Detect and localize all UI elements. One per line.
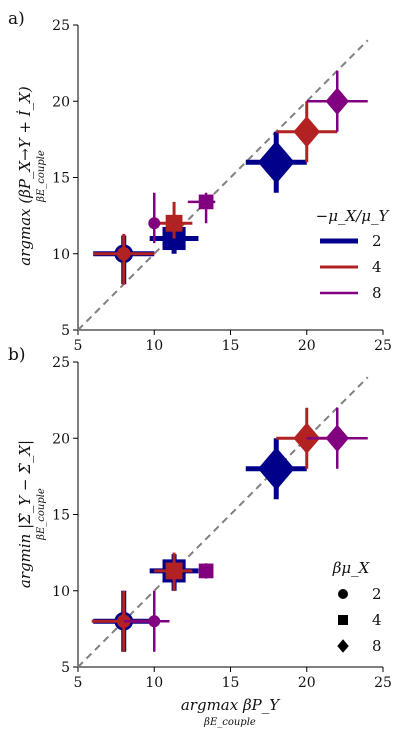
legend-label-8: 8 xyxy=(372,637,382,655)
panel-a-point-ratio2-mu8 xyxy=(245,131,307,193)
circle-marker xyxy=(148,615,161,628)
legend-title: βμ_X xyxy=(332,559,371,577)
panel-a-y-axis-label: argmax (βP_X→Y + İ_X) βE_couple xyxy=(16,86,47,266)
panel-a-label: a) xyxy=(8,9,25,29)
legend-square-icon xyxy=(338,615,348,625)
panel-a-x-tick-label: 25 xyxy=(374,338,392,354)
panel-b-x-tick-label: 5 xyxy=(74,675,83,691)
legend-label-4: 4 xyxy=(372,611,382,629)
panel-b-diagonal-line xyxy=(77,376,369,668)
panel-b-label: b) xyxy=(8,345,26,365)
panel-b-legend: βμ_X2 4 8 xyxy=(332,559,382,655)
panel-b-y-tick-label: 15 xyxy=(52,508,70,524)
panel-a-x-tick-label: 5 xyxy=(74,338,83,354)
legend-label-2: 2 xyxy=(372,585,382,603)
panel-a-y-tick-label: 10 xyxy=(52,247,70,263)
panel-a-y-tick-label: 25 xyxy=(52,18,70,34)
square-marker xyxy=(198,194,214,210)
panel-b-x-axis-label-main: argmax βP_Y xyxy=(181,696,281,714)
panel-b-plot-area: 5 10 15 20 25 5 10 15 20 25 βμ_X2 4 8 xyxy=(52,355,392,691)
panel-a-y-tick-label: 15 xyxy=(52,171,70,187)
panel-a-x-tick-label: 20 xyxy=(298,338,316,354)
diamond-marker xyxy=(325,87,349,115)
diamond-marker xyxy=(257,447,295,491)
panel-a-y-axis-label-main: argmax (βP_X→Y + İ_X) xyxy=(16,86,34,266)
diamond-marker xyxy=(257,140,295,184)
panel-b-point-ratio2-mu8 xyxy=(245,438,307,500)
circle-marker xyxy=(116,246,131,261)
panel-b-point-ratio8-mu8 xyxy=(306,407,368,469)
panel-b: b) argmin |Σ̇_Y − Σ̇_X| βE_couple argmax… xyxy=(8,345,392,728)
panel-a-x-tick-label: 10 xyxy=(145,338,163,354)
panel-a: a) argmax (βP_X→Y + İ_X) βE_couple 5 10 15… xyxy=(8,9,392,354)
panel-a-point-ratio8-mu2 xyxy=(148,192,161,244)
square-marker xyxy=(165,562,183,580)
panel-b-point-ratio8-mu4 xyxy=(198,563,214,579)
square-marker xyxy=(165,214,183,232)
panel-b-y-tick-label: 10 xyxy=(52,584,70,600)
legend-circle-icon xyxy=(338,589,348,599)
diamond-marker xyxy=(293,116,321,148)
circle-marker xyxy=(148,217,161,230)
diamond-marker xyxy=(325,424,349,452)
panel-b-x-tick-label: 10 xyxy=(145,675,163,691)
panel-a-y-tick-label: 20 xyxy=(52,94,70,110)
legend-diamond-icon xyxy=(337,639,349,653)
panel-b-y-tick-label: 25 xyxy=(52,355,70,371)
panel-b-y-axis-label-main: argmin |Σ̇_Y − Σ̇_X| xyxy=(16,440,34,588)
panel-b-x-tick-label: 25 xyxy=(374,675,392,691)
panel-b-point-ratio4-mu4 xyxy=(154,552,193,591)
panel-b-point-ratio8-mu2 xyxy=(123,590,170,652)
panel-a-diagonal-line xyxy=(77,39,369,331)
panel-a-point-ratio4-mu2 xyxy=(93,233,155,285)
square-marker xyxy=(198,563,214,579)
panel-a-point-ratio8-mu4 xyxy=(187,192,216,224)
panel-a-legend: −μ_X/μ_Y 2 4 8 xyxy=(316,207,391,302)
panel-a-point-ratio4-mu8 xyxy=(276,101,338,163)
panel-a-plot-area: 5 10 15 20 25 5 10 15 20 25 −μ_X/μ_Y 2 4 8 xyxy=(52,18,392,354)
legend-label-8: 8 xyxy=(372,284,382,302)
panel-b-x-axis-label-sub: βE_couple xyxy=(203,717,256,728)
panel-b-x-tick-label: 20 xyxy=(298,675,316,691)
panel-b-y-tick-label: 5 xyxy=(61,660,70,676)
panel-b-y-tick-label: 20 xyxy=(52,431,70,447)
legend-label-2: 2 xyxy=(372,232,382,250)
panel-a-y-axis-label-sub: βE_couple xyxy=(36,150,47,203)
legend-label-4: 4 xyxy=(372,258,382,276)
panel-a-point-ratio4-mu4 xyxy=(157,201,193,239)
panel-b-y-axis-label-sub: βE_couple xyxy=(36,488,47,541)
panel-b-x-tick-label: 15 xyxy=(222,675,240,691)
panel-a-y-tick-label: 5 xyxy=(61,323,70,339)
panel-a-point-ratio8-mu8 xyxy=(306,70,368,132)
panel-a-x-tick-label: 15 xyxy=(222,338,240,354)
legend-title: −μ_X/μ_Y xyxy=(316,207,391,225)
